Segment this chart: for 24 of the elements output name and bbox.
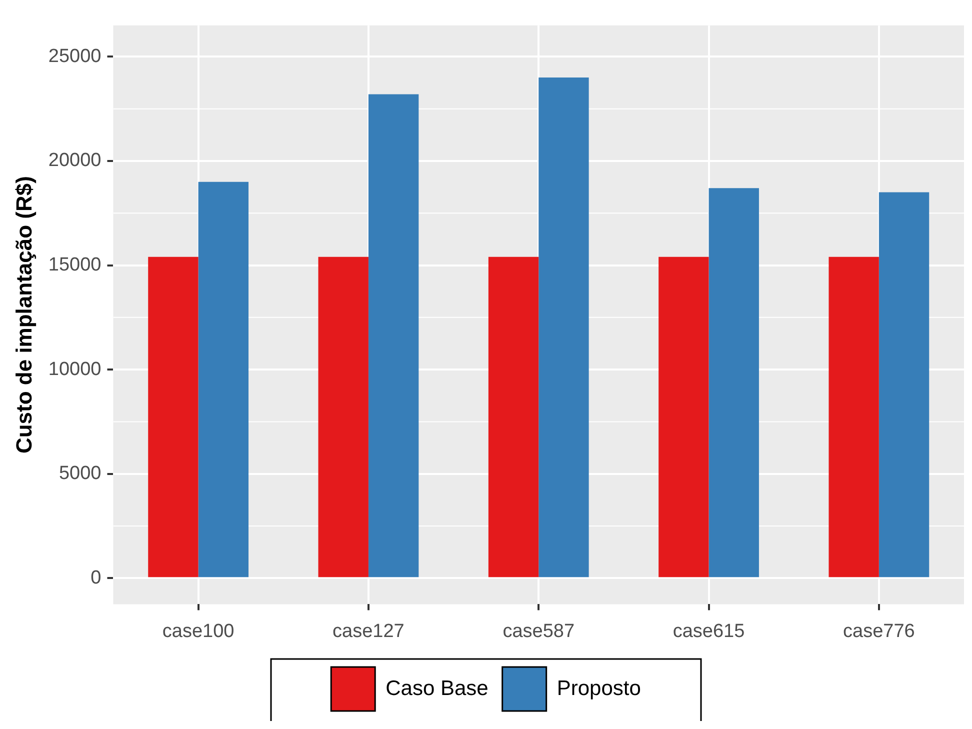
- y-tick-label: 0: [90, 567, 102, 588]
- legend-label: Caso Base: [386, 676, 488, 700]
- legend-label: Proposto: [556, 676, 641, 700]
- bar: [318, 256, 368, 578]
- y-tick-label: 5000: [58, 463, 102, 484]
- bar: [488, 256, 539, 578]
- y-tick-label: 20000: [48, 150, 102, 172]
- bar: [148, 256, 198, 578]
- y-tick-label: 25000: [48, 46, 102, 67]
- bar: [708, 188, 759, 578]
- y-axis-title: Custo de implantação (R$): [11, 176, 36, 454]
- y-tick-label: 15000: [48, 254, 102, 276]
- y-tick-label: 10000: [48, 358, 102, 380]
- bar: [368, 94, 419, 578]
- x-tick-label: case615: [672, 620, 745, 642]
- x-tick-label: case127: [332, 620, 404, 642]
- bar: [878, 192, 930, 578]
- bar: [198, 182, 249, 578]
- bar: [658, 256, 709, 578]
- bar: [538, 78, 589, 578]
- x-tick-label: case776: [843, 620, 915, 642]
- x-tick-label: case587: [502, 620, 575, 642]
- bar: [828, 256, 879, 578]
- x-tick-label: case100: [162, 620, 234, 642]
